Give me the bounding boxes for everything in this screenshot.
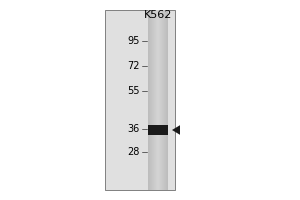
Text: 28: 28 bbox=[128, 147, 140, 157]
Bar bbox=[163, 10, 164, 190]
Bar bbox=[153, 10, 154, 190]
Bar bbox=[159, 10, 160, 190]
Bar bbox=[149, 10, 150, 190]
Text: K562: K562 bbox=[144, 10, 172, 20]
Text: 72: 72 bbox=[128, 61, 140, 71]
Bar bbox=[161, 10, 162, 190]
Bar bbox=[152, 10, 153, 190]
Bar bbox=[148, 10, 149, 190]
Bar bbox=[151, 10, 152, 190]
Text: 95: 95 bbox=[128, 36, 140, 46]
Bar bbox=[160, 10, 161, 190]
Bar bbox=[166, 10, 167, 190]
Bar bbox=[165, 10, 166, 190]
Bar bbox=[162, 10, 163, 190]
Bar bbox=[156, 10, 157, 190]
Text: 36: 36 bbox=[128, 124, 140, 134]
Bar bbox=[105, 10, 175, 190]
Bar bbox=[150, 10, 151, 190]
Bar bbox=[167, 10, 168, 190]
Bar bbox=[157, 10, 158, 190]
Polygon shape bbox=[172, 125, 180, 135]
Bar bbox=[148, 125, 168, 135]
Bar bbox=[164, 10, 165, 190]
Bar bbox=[154, 10, 155, 190]
Bar bbox=[155, 10, 156, 190]
Bar bbox=[158, 10, 159, 190]
Text: 55: 55 bbox=[128, 86, 140, 96]
